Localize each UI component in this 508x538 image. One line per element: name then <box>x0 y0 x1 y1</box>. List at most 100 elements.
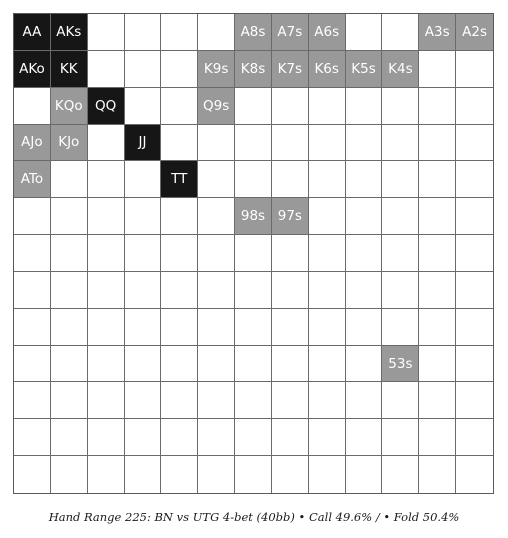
hand-cell-empty <box>235 419 272 457</box>
hand-cell-empty <box>124 198 162 236</box>
hand-cell-A8s: A8s <box>235 14 272 51</box>
hand-cell-empty <box>14 382 51 420</box>
hand-cell-empty <box>198 271 236 309</box>
hand-cell-empty <box>87 161 125 199</box>
hand-cell-empty <box>14 456 51 493</box>
hand-cell-KK: KK <box>50 50 88 88</box>
hand-cell-empty <box>382 419 420 457</box>
hand-cell-empty <box>271 271 309 309</box>
hand-cell-JJ: JJ <box>124 124 162 162</box>
hand-cell-empty <box>198 456 236 493</box>
hand-cell-empty <box>235 271 272 309</box>
hand-cell-empty <box>50 382 88 420</box>
hand-cell-empty <box>271 382 309 420</box>
hand-cell-K4s: K4s <box>382 50 420 88</box>
hand-cell-empty <box>419 308 457 346</box>
hand-cell-empty <box>382 87 420 125</box>
hand-cell-empty <box>345 87 383 125</box>
hand-cell-empty <box>345 271 383 309</box>
hand-cell-empty <box>382 235 420 272</box>
hand-cell-empty <box>235 161 272 199</box>
hand-cell-empty <box>308 419 346 457</box>
hand-cell-empty <box>308 124 346 162</box>
hand-cell-empty <box>308 161 346 199</box>
hand-cell-empty <box>235 456 272 493</box>
hand-cell-empty <box>124 419 162 457</box>
hand-cell-empty <box>198 345 236 383</box>
hand-cell-empty <box>161 235 199 272</box>
hand-cell-empty <box>345 382 383 420</box>
hand-cell-empty <box>124 50 162 88</box>
hand-cell-53s: 53s <box>382 345 420 383</box>
hand-cell-empty <box>50 235 88 272</box>
hand-cell-A7s: A7s <box>271 14 309 51</box>
hand-cell-empty <box>345 419 383 457</box>
hand-cell-empty <box>124 87 162 125</box>
hand-cell-empty <box>124 14 162 51</box>
hand-cell-empty <box>308 235 346 272</box>
hand-cell-empty <box>14 308 51 346</box>
hand-cell-empty <box>50 456 88 493</box>
hand-cell-empty <box>161 308 199 346</box>
hand-cell-empty <box>87 308 125 346</box>
hand-cell-empty <box>124 382 162 420</box>
hand-cell-empty <box>271 161 309 199</box>
hand-cell-empty <box>87 419 125 457</box>
hand-cell-empty <box>308 308 346 346</box>
hand-cell-empty <box>345 308 383 346</box>
hand-cell-empty <box>419 419 457 457</box>
hand-cell-empty <box>161 382 199 420</box>
hand-cell-empty <box>198 161 236 199</box>
hand-cell-empty <box>198 235 236 272</box>
hand-cell-empty <box>87 271 125 309</box>
hand-cell-AJo: AJo <box>14 124 51 162</box>
hand-cell-empty <box>50 419 88 457</box>
hand-cell-empty <box>87 198 125 236</box>
hand-cell-empty <box>382 198 420 236</box>
hand-cell-empty <box>235 87 272 125</box>
hand-cell-empty <box>87 456 125 493</box>
hand-cell-empty <box>456 382 493 420</box>
hand-cell-empty <box>271 345 309 383</box>
hand-cell-empty <box>345 161 383 199</box>
hand-cell-empty <box>235 235 272 272</box>
hand-cell-empty <box>161 124 199 162</box>
hand-cell-empty <box>14 235 51 272</box>
hand-cell-empty <box>50 345 88 383</box>
hand-cell-empty <box>124 271 162 309</box>
hand-cell-empty <box>456 235 493 272</box>
hand-cell-empty <box>271 124 309 162</box>
hand-cell-empty <box>124 161 162 199</box>
hand-cell-empty <box>271 456 309 493</box>
hand-cell-empty <box>87 124 125 162</box>
hand-cell-empty <box>456 198 493 236</box>
hand-cell-empty <box>308 198 346 236</box>
hand-cell-K7s: K7s <box>271 50 309 88</box>
hand-cell-98s: 98s <box>235 198 272 236</box>
hand-cell-empty <box>345 198 383 236</box>
hand-cell-empty <box>419 271 457 309</box>
hand-cell-empty <box>308 271 346 309</box>
hand-cell-empty <box>87 345 125 383</box>
hand-cell-empty <box>87 235 125 272</box>
hand-cell-empty <box>50 198 88 236</box>
hand-cell-empty <box>382 124 420 162</box>
hand-cell-empty <box>198 124 236 162</box>
hand-cell-empty <box>50 161 88 199</box>
hand-cell-97s: 97s <box>271 198 309 236</box>
hand-cell-empty <box>419 124 457 162</box>
hand-cell-empty <box>308 382 346 420</box>
hand-cell-empty <box>382 14 420 51</box>
hand-cell-empty <box>419 235 457 272</box>
hand-cell-empty <box>271 87 309 125</box>
hand-cell-K9s: K9s <box>198 50 236 88</box>
hand-cell-QQ: QQ <box>87 87 125 125</box>
hand-cell-empty <box>198 308 236 346</box>
hand-cell-empty <box>87 14 125 51</box>
hand-cell-A3s: A3s <box>419 14 457 51</box>
hand-cell-empty <box>382 456 420 493</box>
hand-cell-K8s: K8s <box>235 50 272 88</box>
hand-cell-empty <box>271 308 309 346</box>
hand-cell-empty <box>14 87 51 125</box>
hand-cell-empty <box>456 456 493 493</box>
